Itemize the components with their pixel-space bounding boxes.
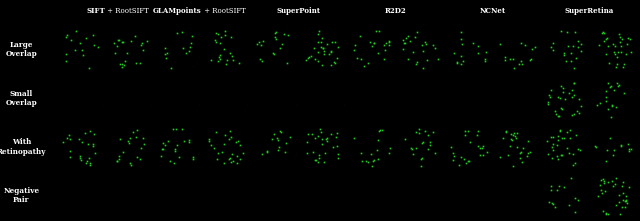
Polygon shape xyxy=(198,21,253,78)
Ellipse shape xyxy=(89,197,94,201)
Polygon shape xyxy=(247,70,303,127)
Text: Large
Overlap: Large Overlap xyxy=(6,41,37,58)
Polygon shape xyxy=(344,167,399,221)
Polygon shape xyxy=(247,167,303,221)
Ellipse shape xyxy=(572,98,577,103)
Ellipse shape xyxy=(620,93,626,98)
Polygon shape xyxy=(441,118,497,176)
Polygon shape xyxy=(101,167,157,221)
Polygon shape xyxy=(538,70,593,127)
Polygon shape xyxy=(101,118,157,176)
Polygon shape xyxy=(198,118,253,176)
Polygon shape xyxy=(344,21,399,78)
Text: R2D2: R2D2 xyxy=(385,7,406,15)
Polygon shape xyxy=(198,167,253,221)
Polygon shape xyxy=(150,70,205,127)
Text: + RootSIFT: + RootSIFT xyxy=(105,7,148,15)
Ellipse shape xyxy=(232,144,237,149)
Polygon shape xyxy=(247,21,303,78)
Polygon shape xyxy=(538,118,593,176)
Ellipse shape xyxy=(376,95,381,100)
Ellipse shape xyxy=(231,42,236,46)
Polygon shape xyxy=(489,118,545,176)
Ellipse shape xyxy=(522,139,528,144)
Polygon shape xyxy=(247,118,303,176)
Ellipse shape xyxy=(470,54,476,59)
Ellipse shape xyxy=(130,193,135,198)
Text: SuperRetina: SuperRetina xyxy=(565,7,614,15)
Ellipse shape xyxy=(136,95,142,100)
Polygon shape xyxy=(441,167,497,221)
Ellipse shape xyxy=(275,98,280,103)
Text: With
Retinopathy: With Retinopathy xyxy=(0,138,46,156)
Polygon shape xyxy=(295,118,351,176)
Polygon shape xyxy=(53,70,109,127)
Ellipse shape xyxy=(474,144,479,149)
Polygon shape xyxy=(295,70,351,127)
Ellipse shape xyxy=(574,193,579,198)
Ellipse shape xyxy=(517,100,523,105)
Ellipse shape xyxy=(282,145,287,150)
Text: NCNet: NCNet xyxy=(479,7,506,15)
Polygon shape xyxy=(295,21,351,78)
Polygon shape xyxy=(53,21,109,78)
Ellipse shape xyxy=(326,192,332,197)
Polygon shape xyxy=(586,118,640,176)
Polygon shape xyxy=(295,167,351,221)
Text: SIFT: SIFT xyxy=(86,7,105,15)
Ellipse shape xyxy=(331,151,337,155)
Polygon shape xyxy=(392,118,447,176)
Polygon shape xyxy=(344,70,399,127)
Polygon shape xyxy=(489,70,545,127)
Ellipse shape xyxy=(186,198,191,203)
Polygon shape xyxy=(538,167,593,221)
Polygon shape xyxy=(198,70,253,127)
Text: GLAMpoints: GLAMpoints xyxy=(153,7,202,15)
Polygon shape xyxy=(150,21,205,78)
Polygon shape xyxy=(392,70,447,127)
Ellipse shape xyxy=(424,143,429,147)
Ellipse shape xyxy=(275,193,280,198)
Text: Small
Overlap: Small Overlap xyxy=(6,90,37,107)
Text: + RootSIFT: + RootSIFT xyxy=(202,7,246,15)
Polygon shape xyxy=(101,21,157,78)
Ellipse shape xyxy=(328,90,334,94)
Ellipse shape xyxy=(226,197,231,202)
Ellipse shape xyxy=(85,148,91,152)
Polygon shape xyxy=(150,167,205,221)
Ellipse shape xyxy=(518,49,524,54)
Polygon shape xyxy=(392,167,447,221)
Polygon shape xyxy=(586,70,640,127)
Polygon shape xyxy=(344,118,399,176)
Ellipse shape xyxy=(471,198,477,203)
Ellipse shape xyxy=(571,47,577,52)
Ellipse shape xyxy=(477,95,483,100)
Text: SuperPoint: SuperPoint xyxy=(276,7,321,15)
Polygon shape xyxy=(150,118,205,176)
Polygon shape xyxy=(538,21,593,78)
Ellipse shape xyxy=(134,44,139,49)
Polygon shape xyxy=(53,118,109,176)
Ellipse shape xyxy=(420,100,426,105)
Polygon shape xyxy=(586,167,640,221)
Polygon shape xyxy=(441,70,497,127)
Polygon shape xyxy=(392,21,447,78)
Polygon shape xyxy=(489,21,545,78)
Polygon shape xyxy=(489,167,545,221)
Polygon shape xyxy=(586,21,640,78)
Text: Negative
Pair: Negative Pair xyxy=(3,187,40,204)
Ellipse shape xyxy=(378,54,383,59)
Polygon shape xyxy=(53,167,109,221)
Polygon shape xyxy=(101,70,157,127)
Polygon shape xyxy=(441,21,497,78)
